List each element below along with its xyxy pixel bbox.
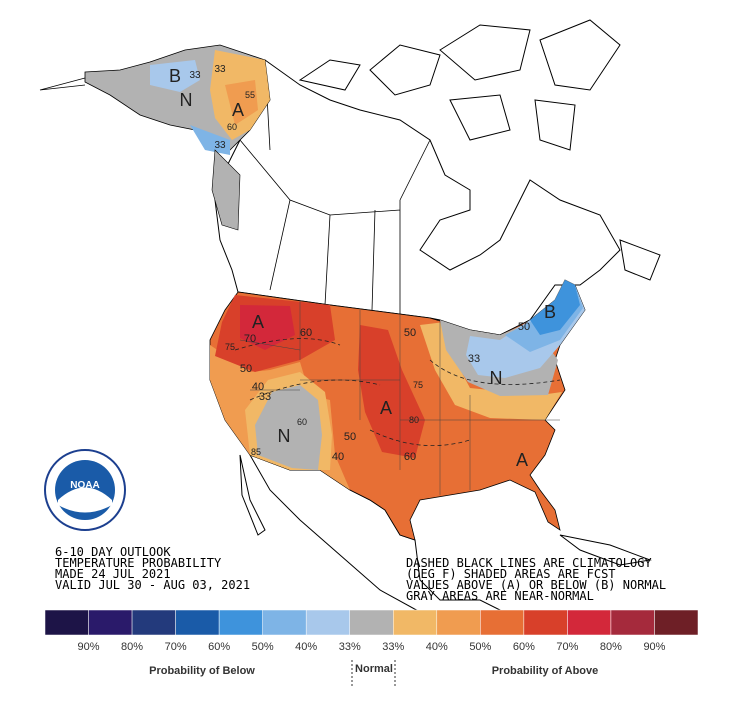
- map-label: 60: [300, 327, 312, 339]
- map-label: 70: [244, 333, 256, 345]
- legend: 90% 80% 70% 60% 50% 40% 33% 33% 40% 50% 60% 70% 80% 9…: [44, 609, 699, 688]
- legend-tick: 70%: [165, 641, 187, 653]
- map-label: 33: [468, 353, 480, 365]
- legend-tick: 90%: [643, 641, 665, 653]
- map-label: A: [232, 100, 244, 120]
- legend-swatch: [131, 609, 176, 636]
- legend-swatch: [88, 609, 133, 636]
- map-label: 60: [297, 417, 307, 427]
- legend-tick: 60%: [513, 641, 535, 653]
- legend-swatch: [523, 609, 568, 636]
- map-label: A: [252, 312, 264, 332]
- map-label: B: [169, 66, 181, 86]
- legend-swatch: [654, 609, 699, 636]
- header-line: 6-10 DAY OUTLOOK: [55, 545, 171, 559]
- map-label: 40: [252, 381, 264, 393]
- map-label: 50: [404, 327, 416, 339]
- map-label: 50: [518, 321, 530, 333]
- map-label: 50: [240, 363, 252, 375]
- noaa-logo: NOAA: [44, 449, 126, 531]
- legend-tick: 33%: [339, 641, 361, 653]
- map-label: 60: [404, 451, 416, 463]
- header-line: MADE 24 JUL 2021: [55, 567, 171, 581]
- legend-tick: 60%: [208, 641, 230, 653]
- legend-swatch: [436, 609, 481, 636]
- legend-swatch: [480, 609, 525, 636]
- map-label: 33: [214, 64, 226, 75]
- map-label: 55: [245, 90, 255, 100]
- legend-swatch: [610, 609, 655, 636]
- legend-swatch: [44, 609, 89, 636]
- map-label: 50: [344, 431, 356, 443]
- legend-swatch: [393, 609, 438, 636]
- legend-tick: 40%: [426, 641, 448, 653]
- legend-swatch: [567, 609, 612, 636]
- legend-above-title: Probability of Above: [492, 665, 599, 677]
- legend-swatch: [175, 609, 220, 636]
- map-label: N: [490, 368, 503, 388]
- legend-swatch: [305, 609, 350, 636]
- legend-swatch: [349, 609, 394, 636]
- note-line: GRAY AREAS ARE NEAR-NORMAL: [406, 589, 594, 603]
- logo-text: NOAA: [70, 480, 99, 491]
- legend-swatch: [218, 609, 263, 636]
- map-label: 60: [227, 122, 237, 132]
- map-label: A: [380, 398, 392, 418]
- header-line: TEMPERATURE PROBABILITY: [55, 556, 222, 570]
- legend-tick: 40%: [295, 641, 317, 653]
- legend-tick: 50%: [469, 641, 491, 653]
- note-text: DASHED BLACK LINES ARE CLIMATOLOGY(DEG F…: [406, 556, 666, 603]
- map-label: N: [180, 90, 193, 110]
- legend-tick: 50%: [252, 641, 274, 653]
- alaska: [39, 44, 271, 231]
- legend-tick: 80%: [600, 641, 622, 653]
- map-label: 33: [214, 140, 226, 151]
- map-label: 33: [259, 391, 271, 403]
- map-label: 40: [332, 451, 344, 463]
- map-label: 80: [409, 415, 419, 425]
- legend-tick: 70%: [556, 641, 578, 653]
- map-label: 85: [251, 447, 261, 457]
- note-line: (DEG F) SHADED AREAS ARE FCST: [406, 567, 616, 581]
- legend-normal-title: Normal: [355, 663, 393, 675]
- base-land: [214, 19, 661, 336]
- header-line: VALID JUL 30 - AUG 03, 2021: [55, 578, 250, 592]
- conus: [209, 279, 586, 541]
- note-line: DASHED BLACK LINES ARE CLIMATOLOGY: [406, 556, 652, 570]
- legend-tick: 90%: [78, 641, 100, 653]
- map-label: B: [544, 302, 556, 322]
- map-label: 33: [189, 70, 201, 81]
- note-line: VALUES ABOVE (A) OR BELOW (B) NORMAL: [406, 578, 666, 592]
- legend-tick: 33%: [382, 641, 404, 653]
- map-label: N: [278, 426, 291, 446]
- map-label: 75: [225, 342, 235, 352]
- map-label: A: [516, 450, 528, 470]
- legend-swatch: [262, 609, 307, 636]
- legend-below-title: Probability of Below: [149, 665, 255, 677]
- map-label: 75: [413, 380, 423, 390]
- mexico: [239, 454, 652, 626]
- legend-tick: 80%: [121, 641, 143, 653]
